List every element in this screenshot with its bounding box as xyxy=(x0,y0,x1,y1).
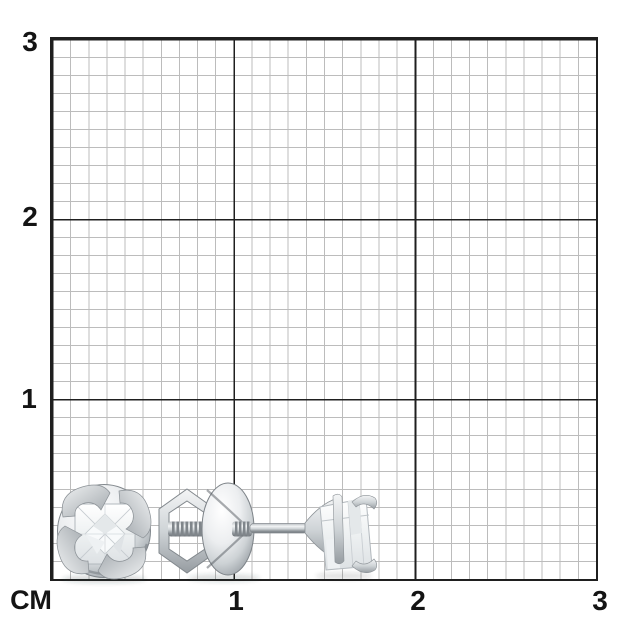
prong-bottom xyxy=(351,558,378,574)
stud-earring-side-view xyxy=(304,493,378,574)
princess-cut-stone-side xyxy=(319,497,373,571)
prong-top xyxy=(351,494,378,510)
unit-label-cm: СМ xyxy=(10,585,52,615)
screw-thread-left xyxy=(168,521,206,537)
prong-front xyxy=(332,493,345,565)
stud-earring-front-view xyxy=(56,484,152,580)
y-axis-label-2: 2 xyxy=(22,201,38,232)
earrings-product-photo xyxy=(56,482,378,583)
x-axis-label-2: 2 xyxy=(410,585,426,616)
centimeter-grid xyxy=(50,37,598,581)
screw-thread-right xyxy=(232,521,252,537)
x-axis-label-3: 3 xyxy=(592,585,608,616)
ear-post xyxy=(249,523,308,534)
y-axis-label-3: 3 xyxy=(22,26,38,57)
princess-cut-stone-front xyxy=(74,503,136,565)
y-axis-label-1: 1 xyxy=(21,383,37,414)
screw-back-clasp xyxy=(158,482,308,576)
x-axis-label-1: 1 xyxy=(228,585,244,616)
